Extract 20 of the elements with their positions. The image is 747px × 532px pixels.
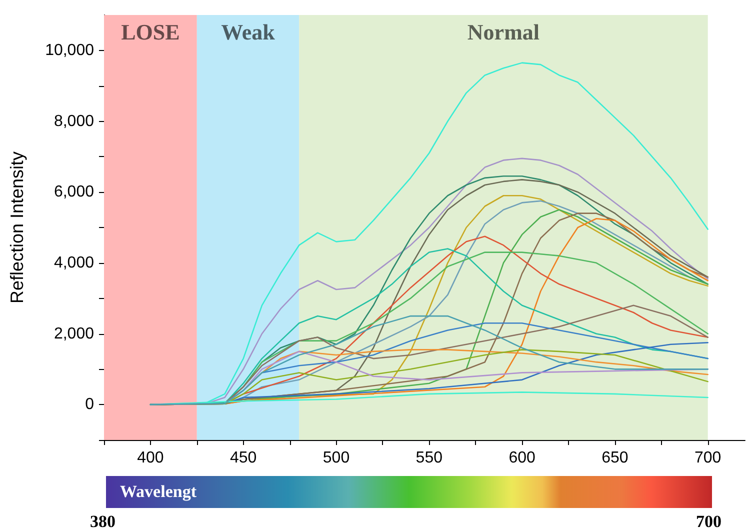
y-tick-label: 0	[85, 396, 94, 414]
x-tick-label: 450	[230, 450, 257, 466]
y-tick-label: 6,000	[54, 184, 94, 201]
text: 380	[90, 512, 116, 532]
x-tick-label: 700	[694, 450, 722, 466]
text: 700	[696, 512, 722, 532]
x-tick-label: 400	[137, 450, 164, 466]
band-label: Normal	[467, 20, 540, 44]
band-label: LOSE	[121, 20, 180, 44]
y-tick-label: 8,000	[54, 112, 94, 130]
band-label: Weak	[221, 20, 276, 44]
y-axis-title: Reflection Intensity	[7, 151, 27, 304]
x-tick-label: 600	[508, 450, 536, 466]
text: Wavelengt	[120, 482, 196, 502]
y-tick-label: 2,000	[54, 325, 94, 342]
x-tick-label: 500	[322, 450, 350, 466]
x-tick-label: 550	[416, 450, 443, 466]
y-tick-label: 10,000	[45, 42, 94, 59]
y-tick-label: 4,000	[54, 254, 94, 272]
x-tick-label: 650	[602, 450, 628, 466]
